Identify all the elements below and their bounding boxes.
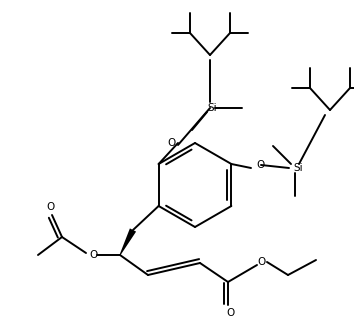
Text: O: O: [46, 202, 54, 212]
Text: O: O: [226, 308, 234, 318]
Text: Si: Si: [207, 103, 217, 113]
Text: O: O: [257, 257, 265, 267]
Text: O: O: [89, 250, 97, 260]
Text: O: O: [256, 160, 264, 170]
Text: Si: Si: [293, 163, 303, 173]
Polygon shape: [120, 228, 136, 255]
Text: O: O: [167, 138, 175, 148]
